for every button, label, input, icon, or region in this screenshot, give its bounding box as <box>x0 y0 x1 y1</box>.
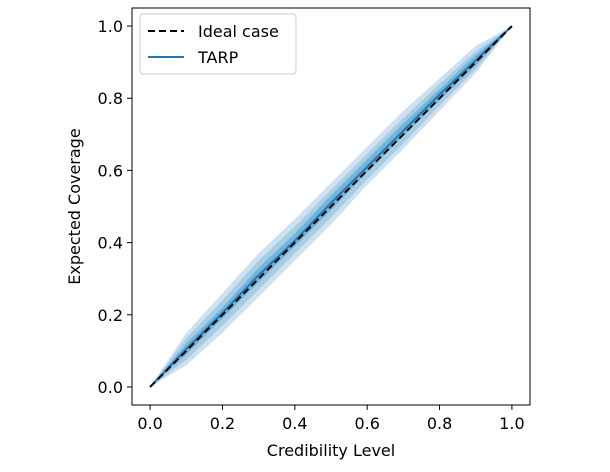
y-axis-label: Expected Coverage <box>65 128 84 284</box>
y-tick-label: 0.4 <box>98 234 123 253</box>
y-tick-label: 0.6 <box>98 161 123 180</box>
y-tick-label: 0.0 <box>98 378 123 397</box>
legend-ideal-label: Ideal case <box>198 22 279 41</box>
axes-frame <box>131 7 531 406</box>
x-tick-label: 0.6 <box>354 414 379 433</box>
x-tick-label: 1.0 <box>499 414 524 433</box>
x-tick-label: 0.2 <box>210 414 235 433</box>
x-tick-label: 0.8 <box>427 414 452 433</box>
y-tick-label: 0.8 <box>98 89 123 108</box>
y-tick-label: 1.0 <box>98 17 123 36</box>
chart-lines <box>149 25 513 388</box>
x-axis-label: Credibility Level <box>267 441 395 460</box>
tarp-line <box>149 25 513 388</box>
y-tick-label: 0.2 <box>98 306 123 325</box>
legend: Ideal case TARP <box>139 13 297 75</box>
x-tick-label: 0.0 <box>137 414 162 433</box>
x-axis-ticks: 0.0 0.2 0.4 0.6 0.8 1.0 <box>137 405 525 433</box>
ideal-case-line <box>149 25 513 388</box>
legend-box <box>139 13 297 75</box>
legend-tarp-label: TARP <box>197 48 239 67</box>
y-axis-ticks: 0.0 0.2 0.4 0.6 0.8 1.0 <box>98 17 132 397</box>
x-tick-label: 0.4 <box>282 414 307 433</box>
